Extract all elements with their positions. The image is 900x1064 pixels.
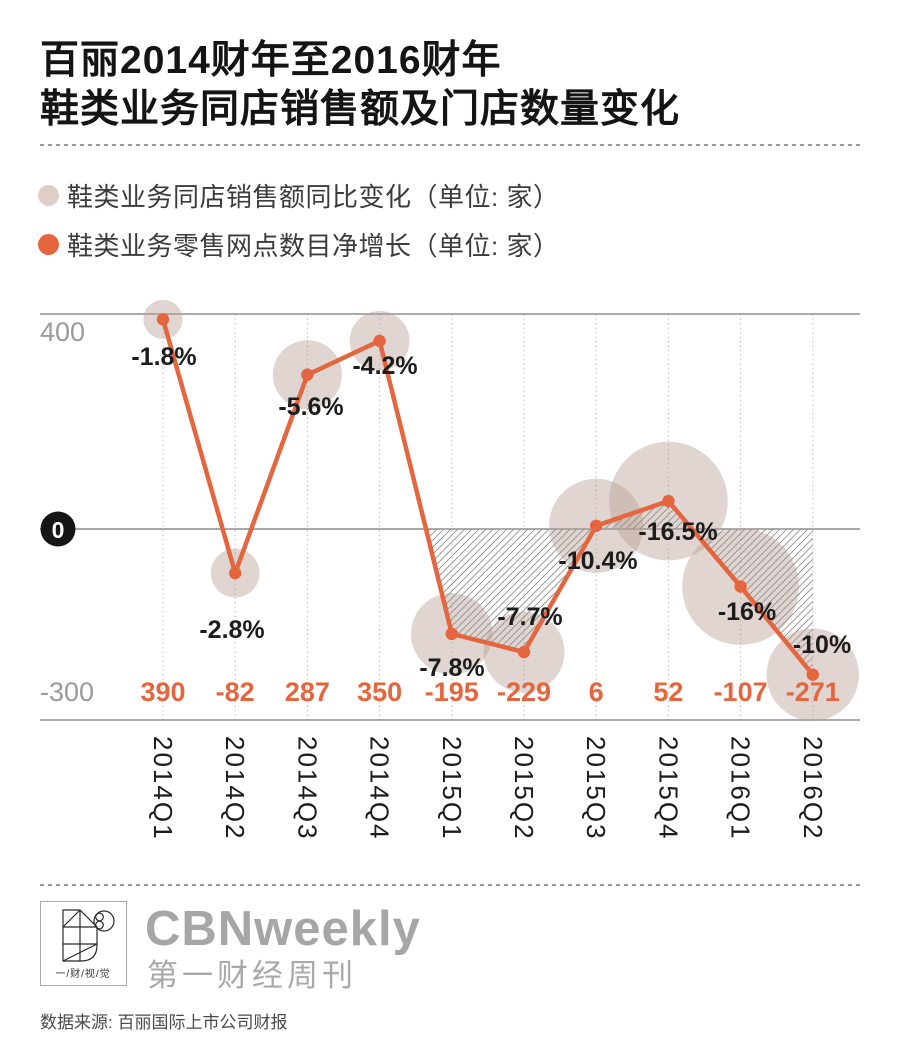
point-2016Q1 [734,580,747,593]
cbn-logo: 一/财/视/觉 [40,901,127,986]
y-tick--300: -300 [40,677,94,707]
orange-dot-icon [38,234,59,255]
net-growth-line [160,318,815,677]
title-line-1: 百丽2014财年至2016财年 [40,39,502,82]
hatch-area [426,501,813,675]
x-label-2016Q1: 2016Q1 [726,736,756,841]
x-label-2015Q2: 2015Q2 [509,736,539,841]
point-2014Q4 [373,334,386,348]
legend-label: 鞋类业务同店销售额同比变化（单位: 家） [67,182,560,212]
x-label-2016Q2: 2016Q2 [798,736,828,841]
pct-label-2014Q2: -2.8% [199,616,264,644]
x-label-2014Q2: 2014Q2 [220,736,250,841]
brand-name-chinese: 第一财经周刊 [147,958,357,993]
pct-label-2014Q4: -4.2% [352,352,417,380]
zero-badge [40,511,76,547]
legend-label: 鞋类业务零售网点数目净增长（单位: 家） [67,231,560,261]
legend-item-same-store-sales: 鞋类业务同店销售额同比变化（单位: 家） [38,177,559,214]
value-label-2015Q4: 52 [653,677,683,707]
title-divider [40,144,860,146]
pct-label-2014Q1: -1.8% [131,343,196,371]
footer-divider [40,884,860,886]
logo-caption: 一/财/视/觉 [55,967,110,980]
page-title: 百丽2014财年至2016财年 鞋类业务同店销售额及门店数量变化 [40,36,860,134]
zero-badge-label: 0 [52,517,65,543]
value-label-2016Q1: -107 [714,677,768,707]
data-source-note: 数据来源: 百丽国际上市公司财报 [40,1013,288,1032]
x-label-2015Q1: 2015Q1 [437,736,467,841]
x-label-2015Q4: 2015Q4 [653,736,683,841]
legend-item-net-store-growth: 鞋类业务零售网点数目净增长（单位: 家） [38,226,559,263]
beige-dot-icon [38,185,59,206]
value-label-2015Q2: -229 [497,677,551,707]
point-2015Q1 [445,627,458,641]
cbn-logo-mark: 一/财/视/觉 [55,909,115,980]
point-2015Q3 [590,519,603,532]
logo-d-outline [62,909,98,962]
x-label-2015Q3: 2015Q3 [581,736,611,841]
point-2014Q2 [229,566,242,580]
point-2015Q2 [517,645,531,659]
x-label-2014Q3: 2014Q3 [292,736,322,841]
value-label-2014Q2: -82 [216,677,255,707]
pct-label-2016Q1: -16% [718,598,776,626]
x-label-2014Q1: 2014Q1 [148,736,178,841]
pct-label-2014Q3: -5.6% [278,393,343,421]
value-label-2014Q4: 350 [357,677,402,707]
pct-label-2016Q2: -10% [793,631,851,659]
point-2016Q2 [806,668,819,681]
pct-label-2015Q4: -16.5% [638,518,717,546]
y-tick-400: 400 [40,317,85,347]
point-2015Q4 [662,494,675,508]
brand-name: CBNweekly [145,902,421,956]
value-label-2014Q1: 390 [140,677,185,707]
value-label-2016Q2: -271 [786,677,840,707]
value-label-2015Q1: -195 [425,677,479,707]
title-line-2: 鞋类业务同店销售额及门店数量变化 [40,88,681,131]
pct-label-2015Q2: -7.7% [497,603,562,631]
point-2014Q3 [301,368,314,381]
pct-label-2015Q1: -7.8% [419,654,484,682]
x-label-2014Q4: 2014Q4 [365,736,395,841]
value-label-2014Q3: 287 [285,677,330,707]
pct-label-2015Q3: -10.4% [558,547,637,575]
value-label-2015Q3: 6 [589,677,604,707]
point-2014Q1 [156,313,170,326]
